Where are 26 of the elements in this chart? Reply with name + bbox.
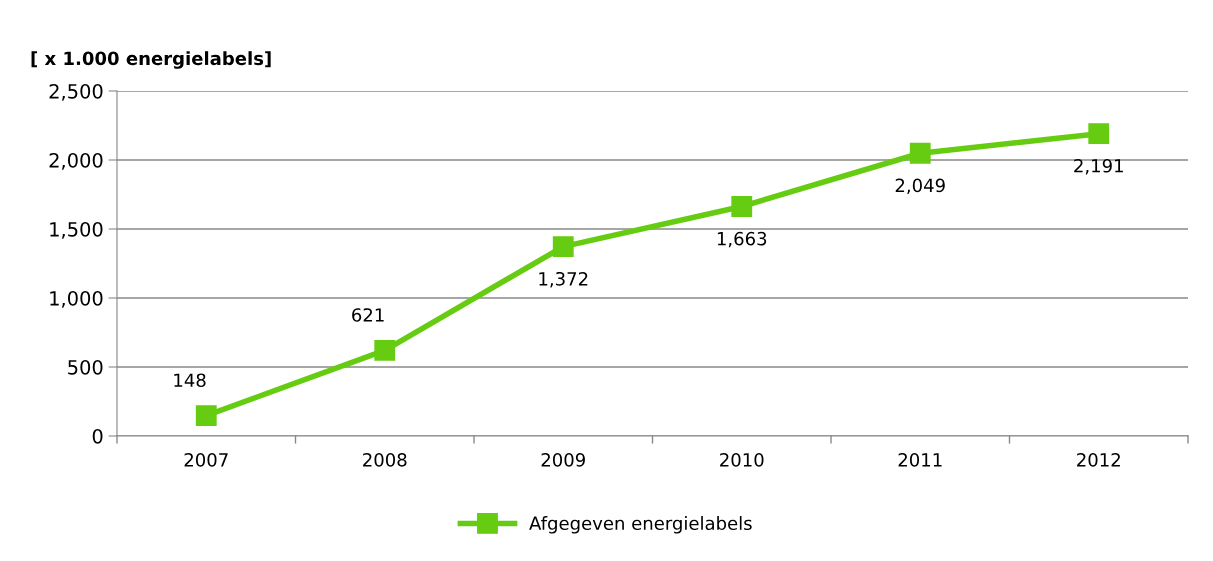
y-tick-label: 1,500 — [50, 221, 103, 239]
point — [1088, 123, 1110, 145]
y-tick-label: 2,000 — [49, 152, 103, 170]
point — [731, 196, 753, 217]
x-tick-label: 2009 — [541, 452, 585, 467]
y-tick-label: 1,000 — [50, 290, 103, 308]
text: 148 — [174, 373, 206, 388]
text: 1,663 — [717, 231, 767, 248]
point — [909, 142, 931, 164]
legend-label: Afgegeven energielabels — [529, 516, 752, 534]
y-tick-label: 500 — [68, 359, 103, 375]
x-tick-label: 2010 — [720, 452, 764, 467]
y-tick-label: 2,500 — [49, 83, 103, 101]
point — [374, 339, 396, 361]
text: 2,049 — [895, 178, 945, 195]
y-tick-label: 0 — [92, 428, 103, 444]
x-tick-label: 2012 — [1077, 452, 1120, 467]
text: 1,372 — [539, 271, 588, 288]
x-tick-label: 2007 — [184, 452, 228, 467]
text: 621 — [352, 308, 384, 322]
text: 2,191 — [1074, 158, 1123, 175]
x-tick-label: 2008 — [363, 452, 407, 467]
point — [195, 405, 217, 426]
point — [552, 236, 574, 258]
x-tick-label: 2011 — [898, 452, 942, 467]
y-axis-title: [ x 1.000 energielabels] — [31, 51, 271, 69]
